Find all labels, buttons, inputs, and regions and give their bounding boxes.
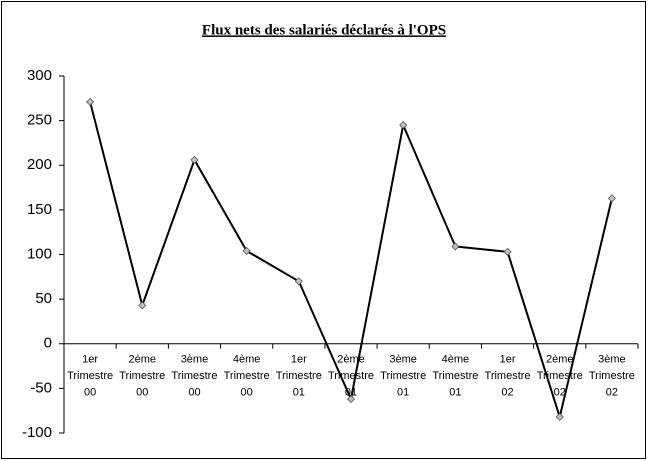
x-tick-label: 01 — [449, 387, 461, 399]
data-point — [607, 194, 616, 203]
data-point — [399, 121, 408, 130]
x-tick-label: 01 — [345, 387, 357, 399]
x-tick-label: 00 — [84, 387, 96, 399]
x-tick-label: Trimestre — [224, 370, 270, 382]
x-tick-label: Trimestre — [589, 370, 635, 382]
x-tick-label: 2ème — [546, 354, 574, 366]
x-tick-label: Trimestre — [171, 370, 217, 382]
x-tick-label: Trimestre — [67, 370, 113, 382]
x-tick-label: 4ème — [442, 354, 470, 366]
y-tick-label: 300 — [27, 67, 52, 84]
data-point — [242, 246, 251, 255]
x-tick-label: 4ème — [233, 354, 261, 366]
y-tick-label: 50 — [35, 290, 52, 307]
data-point — [555, 412, 564, 422]
x-tick-label: 02 — [501, 387, 513, 399]
y-tick-label: 250 — [27, 112, 52, 129]
y-tick-label: 100 — [27, 245, 52, 262]
x-tick-label: 3ème — [181, 354, 209, 366]
x-tick-label: 1er — [82, 354, 98, 366]
data-point — [190, 155, 199, 164]
data-point — [503, 247, 512, 256]
x-tick-label: 1er — [500, 354, 516, 366]
x-tick-label: 02 — [554, 387, 566, 399]
x-tick-label: Trimestre — [485, 370, 531, 382]
x-tick-label: 00 — [241, 387, 253, 399]
x-tick-label: Trimestre — [380, 370, 426, 382]
x-tick-label: 2ème — [337, 354, 365, 366]
data-point — [451, 242, 460, 251]
data-point — [86, 97, 95, 106]
x-tick-label: 00 — [188, 387, 200, 399]
x-tick-label: 3ème — [389, 354, 417, 366]
data-point — [138, 301, 147, 310]
x-tick-label: 3ème — [598, 354, 626, 366]
x-tick-label: Trimestre — [432, 370, 478, 382]
y-tick-label: 0 — [44, 335, 52, 352]
x-tick-label: 1er — [291, 354, 307, 366]
y-tick-label: -50 — [30, 379, 52, 396]
x-tick-label: 00 — [136, 387, 148, 399]
x-tick-label: Trimestre — [537, 370, 583, 382]
y-tick-label: 150 — [27, 201, 52, 218]
x-tick-label: Trimestre — [276, 370, 322, 382]
x-tick-label: 01 — [397, 387, 409, 399]
data-point — [346, 395, 356, 404]
x-tick-label: Trimestre — [119, 370, 165, 382]
x-tick-label: Trimestre — [328, 370, 374, 382]
x-tick-label: 2ème — [129, 354, 157, 366]
x-tick-label: 01 — [293, 387, 305, 399]
chart-title: Flux nets des salariés déclarés à l'OPS — [202, 22, 446, 38]
y-tick-label: 200 — [27, 156, 52, 173]
data-point — [294, 277, 303, 286]
x-tick-label: 02 — [606, 387, 618, 399]
y-tick-label: -100 — [22, 424, 52, 441]
